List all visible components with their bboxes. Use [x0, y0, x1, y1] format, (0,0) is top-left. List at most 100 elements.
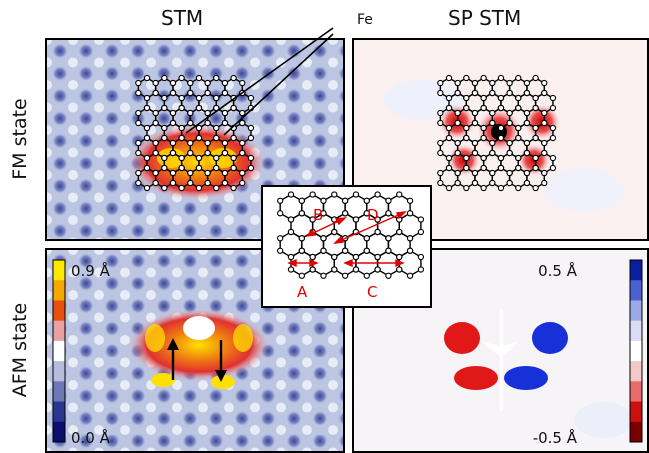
lattice-atom: [320, 247, 327, 254]
lattice-atom: [187, 119, 194, 127]
lattice-atom: [454, 169, 461, 177]
lattice-atom: [287, 266, 295, 273]
lattice-atom: [374, 266, 381, 273]
panel-fm-sp-stm: [352, 38, 649, 241]
lattice-atom: [187, 89, 194, 97]
lattice-atom: [195, 164, 203, 172]
lattice-atom: [247, 154, 255, 162]
lattice-atom: [480, 164, 487, 172]
lattice-atom: [239, 149, 246, 157]
lattice-atom: [437, 139, 444, 147]
lattice-atom: [506, 89, 513, 97]
lattice-atom: [204, 79, 211, 87]
lattice-atom: [454, 79, 461, 87]
lattice-atom: [523, 179, 531, 187]
lattice-atom: [161, 154, 168, 162]
lattice-atom: [152, 79, 159, 87]
lattice-atom: [506, 149, 513, 157]
lattice-atom: [445, 74, 453, 82]
lattice-atom: [169, 169, 177, 177]
lattice-atom: [239, 139, 246, 147]
inset-label-a: A: [297, 283, 308, 301]
lattice-atom: [489, 169, 496, 177]
lattice-atom: [489, 149, 496, 157]
lattice-atom: [195, 154, 203, 162]
lattice-atom: [541, 89, 548, 97]
row-title-afm: AFM state: [9, 302, 31, 398]
lattice-atom: [169, 139, 177, 147]
lattice-atom: [506, 139, 513, 147]
lattice-atom: [135, 109, 142, 117]
lattice-atom: [161, 94, 168, 102]
lattice-atom: [169, 79, 177, 87]
lattice-atom: [497, 94, 505, 102]
lattice-atom: [454, 109, 461, 117]
lattice-atom: [221, 179, 229, 187]
lattice-atom: [341, 210, 349, 217]
lattice-atom: [515, 94, 522, 102]
inset-lattice: B D A C: [261, 185, 432, 308]
lattice-atom: [309, 216, 316, 223]
lattice-atom: [178, 104, 185, 112]
lattice-atom: [161, 134, 168, 142]
lattice-atom: [374, 216, 381, 223]
lattice-atom: [161, 184, 168, 192]
lattice-atom: [549, 104, 557, 112]
lattice-atom: [471, 89, 479, 97]
lattice-atom: [541, 109, 548, 117]
lattice-atom: [463, 94, 470, 102]
colorbar-segment: [53, 340, 65, 362]
lattice-atom: [239, 119, 246, 127]
sp-colorbar-min-label: -0.5 Å: [533, 428, 578, 447]
lattice-atom: [331, 228, 338, 236]
lattice-atom: [187, 139, 194, 147]
colorbar-frame: [629, 259, 643, 443]
lattice-atom: [221, 169, 229, 177]
lattice-atom: [437, 169, 444, 177]
lattice-atom: [437, 89, 444, 97]
lattice-atom: [204, 139, 211, 147]
lattice-atom: [497, 184, 505, 192]
lattice-atom: [221, 149, 229, 157]
lattice-atom: [549, 124, 557, 132]
lattice-atom: [247, 134, 255, 142]
lattice-atom: [363, 235, 370, 242]
lattice-atom: [497, 134, 505, 142]
lattice-atom: [445, 104, 453, 112]
lattice-atom: [178, 74, 185, 82]
lattice-atom: [480, 184, 487, 192]
lattice-atom: [277, 247, 284, 254]
lattice-atom: [489, 139, 496, 147]
lattice-atom: [471, 79, 479, 87]
lattice-atom: [385, 272, 392, 279]
lattice-atom: [385, 210, 392, 217]
colorbar-segment: [53, 260, 65, 281]
lattice-atom: [497, 154, 505, 162]
lattice-atom: [541, 179, 548, 187]
lattice-atom: [178, 94, 185, 102]
lattice-atom: [352, 266, 360, 273]
lattice-atom: [396, 191, 403, 198]
lattice-atom: [331, 191, 338, 198]
lattice-atom: [277, 197, 284, 204]
lattice-atom: [471, 119, 479, 127]
lattice-atom: [352, 191, 360, 198]
lattice-atom: [143, 164, 151, 172]
lattice-atom: [480, 134, 487, 142]
lattice-atom: [135, 79, 142, 87]
lattice-atom: [161, 74, 168, 82]
lattice-atom: [463, 184, 470, 192]
lattice-atom: [532, 94, 539, 102]
lattice-atom: [143, 134, 151, 142]
lattice-atom: [396, 253, 403, 261]
lattice-atom: [152, 119, 159, 127]
lattice-atom: [169, 179, 177, 187]
lattice-atom: [277, 235, 284, 242]
lattice-atom: [532, 104, 539, 112]
lattice-atom: [143, 184, 151, 192]
lattice-atom: [515, 134, 522, 142]
lattice-atom: [489, 109, 496, 117]
lattice-atom: [417, 266, 425, 273]
lattice-atom: [213, 154, 220, 162]
lattice-atom: [135, 89, 142, 97]
